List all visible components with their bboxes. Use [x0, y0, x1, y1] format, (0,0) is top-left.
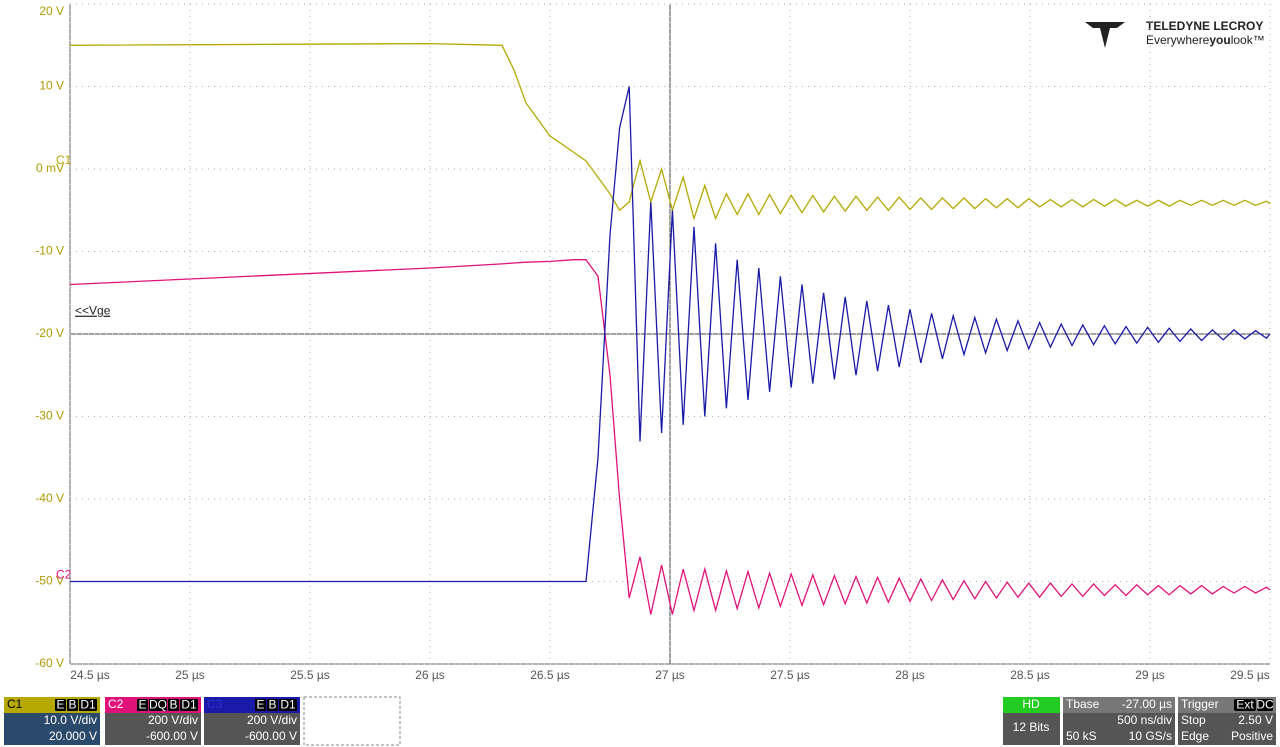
x-tick-label: 29.5 µs: [1230, 668, 1270, 682]
badge-text: Ext: [1236, 698, 1254, 712]
badge-text: DC: [1256, 698, 1274, 712]
channel-body: [4, 713, 100, 745]
waveform: [69, 42, 1271, 221]
trigger-label: Trigger: [1181, 697, 1219, 711]
badge: [149, 699, 167, 711]
hd-body[interactable]: [1003, 713, 1060, 745]
badge-text: B: [169, 698, 177, 712]
badge: [1257, 699, 1273, 711]
badge: [180, 699, 198, 711]
badge-text: D1: [80, 698, 96, 712]
badge: [255, 699, 266, 711]
x-tick-label: 28 µs: [895, 668, 925, 682]
badge: [279, 699, 297, 711]
y-tick-label: -10 V: [35, 244, 64, 258]
channel-offset: -600.00 V: [146, 729, 198, 743]
logo-mark: [1085, 22, 1125, 48]
y-tick-label: -50 V: [35, 574, 64, 588]
badge: [67, 699, 78, 711]
x-tick-label: 24.5 µs: [70, 668, 110, 682]
x-tick-label: 27 µs: [655, 668, 685, 682]
tbase-head: [1063, 697, 1175, 713]
y-tick-label: 0 mV: [36, 161, 64, 175]
trigger-type: Edge: [1181, 729, 1209, 743]
status-bar: HD 12 Bits Tbase -27.00 µs 500 ns/div 50…: [4, 696, 1276, 746]
channel-name: C1: [7, 697, 23, 711]
badge: [168, 699, 179, 711]
badge-text: DQ: [149, 698, 167, 712]
badge-text: E: [138, 698, 146, 712]
sample-rate: 10 GS/s: [1129, 729, 1172, 743]
tbase-label: Tbase: [1066, 697, 1100, 711]
badge: [137, 699, 148, 711]
y-tick-label: -40 V: [35, 491, 64, 505]
x-tick-label: 27.5 µs: [770, 668, 810, 682]
badge-text: D1: [181, 698, 197, 712]
hd-mode: HD: [1022, 697, 1040, 711]
samples: 50 kS: [1066, 729, 1097, 743]
logo-brand: TELEDYNE LECROY: [1146, 19, 1263, 33]
channel-name: C3: [207, 697, 223, 711]
channel-scale: 10.0 V/div: [44, 713, 97, 727]
x-tick-label: 28.5 µs: [1010, 668, 1050, 682]
badge-text: E: [256, 698, 264, 712]
y-tick-label: -20 V: [35, 326, 64, 340]
channel-offset: -600.00 V: [245, 729, 297, 743]
badge-text: D1: [280, 698, 296, 712]
badge-text: E: [56, 698, 64, 712]
time-div: 500 ns/div: [1117, 713, 1172, 727]
channel-offset: 20.000 V: [49, 729, 97, 743]
badge-text: B: [68, 698, 76, 712]
y-tick-label: 20 V: [39, 4, 64, 18]
waveform: [69, 259, 1271, 615]
channel-scale: 200 V/div: [148, 713, 198, 727]
trace-marker: C2: [56, 568, 72, 582]
trigger-level: 2.50 V: [1238, 713, 1273, 727]
trace-marker: <<Vge: [75, 304, 111, 318]
logo-tag: Everywhereyoulook™: [1146, 33, 1265, 47]
channel-name: C2: [108, 697, 124, 711]
badge: [55, 699, 66, 711]
x-tick-label: 25.5 µs: [290, 668, 330, 682]
y-tick-label: -30 V: [35, 409, 64, 423]
x-tick-label: 26 µs: [415, 668, 445, 682]
x-tick-label: 26.5 µs: [530, 668, 570, 682]
empty-slot[interactable]: [303, 696, 401, 746]
badge: [267, 699, 278, 711]
x-tick-label: 25 µs: [175, 668, 205, 682]
waveform: [70, 86, 1271, 583]
trigger-state: Stop: [1181, 713, 1206, 727]
x-tick-label: 29 µs: [1135, 668, 1165, 682]
tbase-value: -27.00 µs: [1122, 697, 1172, 711]
badge-text: B: [268, 698, 276, 712]
y-tick-label: 10 V: [39, 79, 64, 93]
channel-scale: 200 V/div: [247, 713, 297, 727]
badge: [79, 699, 97, 711]
hd-head: [1003, 697, 1060, 713]
badge: [1234, 699, 1256, 711]
logo: TELEDYNE LECROY Everywhereyoulook™: [1085, 19, 1265, 48]
trace-marker: C1: [56, 153, 72, 167]
y-tick-label: -60 V: [35, 656, 64, 670]
trigger-slope: Positive: [1231, 729, 1273, 743]
hd-bits: 12 Bits: [1013, 720, 1050, 734]
